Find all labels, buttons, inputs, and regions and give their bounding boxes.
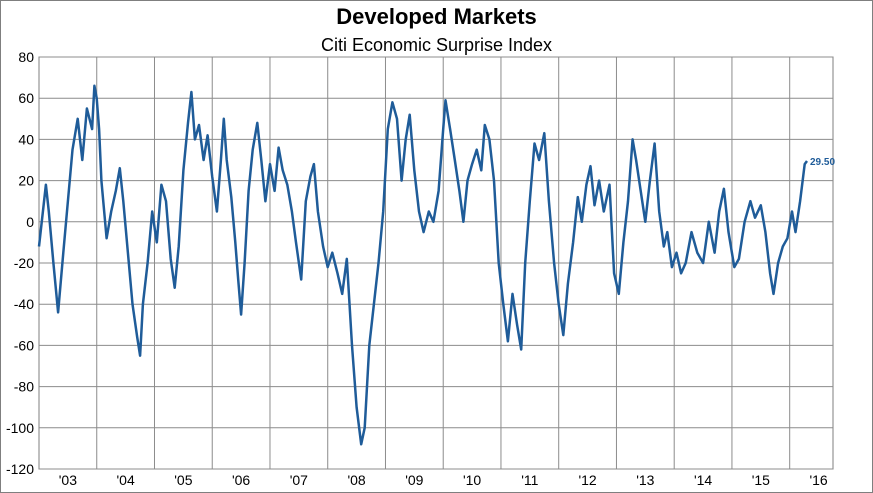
y-tick-label: -120: [6, 461, 34, 477]
x-tick-label: '16: [809, 472, 827, 488]
y-tick-label: -40: [14, 296, 34, 312]
chart-title: Developed Markets: [336, 4, 537, 29]
chart-subtitle: Citi Economic Surprise Index: [320, 35, 553, 55]
x-tick-label: '04: [116, 472, 134, 488]
y-tick-label: -20: [14, 255, 34, 271]
x-tick-label: '12: [578, 472, 596, 488]
x-tick-label: '11: [521, 472, 538, 488]
x-tick-label: '05: [174, 472, 192, 488]
x-tick-label: '15: [752, 472, 770, 488]
x-tick-label: '08: [347, 472, 365, 488]
x-tick-label: '13: [636, 472, 654, 488]
x-tick-label: '06: [232, 472, 250, 488]
y-tick-label: 80: [18, 49, 34, 65]
x-tick-label: '03: [59, 472, 77, 488]
series-line: [37, 84, 809, 446]
x-tick-label: '14: [694, 472, 712, 488]
x-tick-label: '07: [290, 472, 308, 488]
x-tick-label: '10: [463, 472, 481, 488]
last-value-label: 29.50: [810, 157, 835, 168]
y-tick-label: 0: [26, 214, 34, 230]
y-tick-label: 20: [18, 173, 34, 189]
y-tick-label: 40: [18, 131, 34, 147]
x-tick-label: '09: [405, 472, 423, 488]
y-tick-label: -60: [14, 337, 34, 353]
y-tick-label: -80: [14, 379, 34, 395]
y-tick-label: -100: [6, 420, 34, 436]
y-tick-label: 60: [18, 90, 34, 106]
